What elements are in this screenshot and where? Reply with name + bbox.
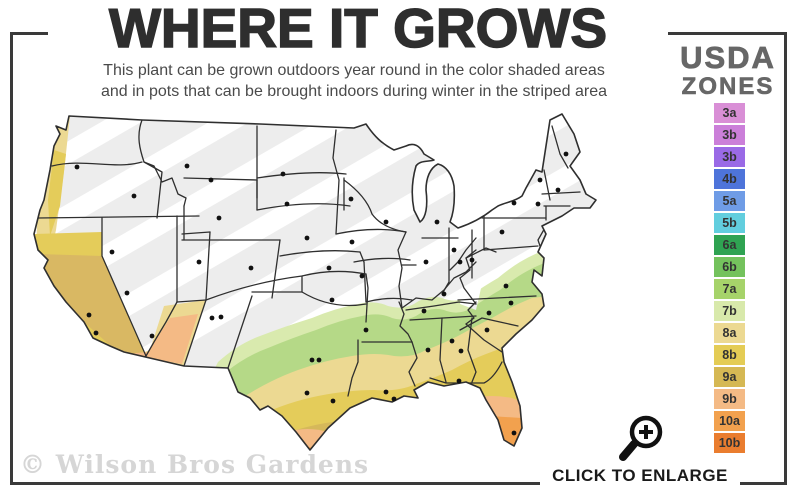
legend-zone-7b-9: 7b bbox=[714, 301, 745, 321]
legend-zone-10b-15: 10b bbox=[714, 433, 745, 453]
watermark: © Wilson Bros Gardens bbox=[20, 450, 370, 479]
legend-zone-6b-7: 6b bbox=[714, 257, 745, 277]
legend-zone-6a-6: 6a bbox=[714, 235, 745, 255]
legend-zone-5b-5: 5b bbox=[714, 213, 745, 233]
state-borders bbox=[37, 119, 581, 397]
subtitle: This plant can be grown outdoors year ro… bbox=[48, 60, 660, 102]
legend-zone-8b-11: 8b bbox=[714, 345, 745, 365]
legend-title-usda: USDA bbox=[680, 40, 776, 75]
magnifier-plus-icon[interactable] bbox=[612, 412, 672, 468]
legend-zone-9a-12: 9a bbox=[714, 367, 745, 387]
legend-zones: 3a 3b 3b 4b 5a 5b 6a 6b 7a 7b 8a 8b 9a 9b 10a 10b bbox=[714, 103, 745, 453]
header: WHERE IT GROWS bbox=[48, 0, 668, 58]
legend-zone-3b-1: 3b bbox=[714, 125, 745, 145]
legend-zone-8a-10: 8a bbox=[714, 323, 745, 343]
legend-zone-7a-8: 7a bbox=[714, 279, 745, 299]
legend-zone-3b-2: 3b bbox=[714, 147, 745, 167]
usda-zones-map[interactable] bbox=[14, 110, 664, 462]
subtitle-line-2: and in pots that can be brought indoors … bbox=[100, 83, 608, 100]
legend-title-zones: ZONES bbox=[681, 73, 775, 100]
legend-zone-3a-0: 3a bbox=[714, 103, 745, 123]
legend-title: USDA ZONES bbox=[666, 40, 790, 100]
page-title: WHERE IT GROWS bbox=[108, 0, 608, 59]
legend-zone-9b-13: 9b bbox=[714, 389, 745, 409]
legend-zone-4b-3: 4b bbox=[714, 169, 745, 189]
subtitle-line-1: This plant can be grown outdoors year ro… bbox=[103, 62, 605, 79]
enlarge-button[interactable]: CLICK TO ENLARGE bbox=[540, 464, 740, 489]
legend-zone-5a-4: 5a bbox=[714, 191, 745, 211]
legend-zone-10a-14: 10a bbox=[714, 411, 745, 431]
state-dots bbox=[74, 151, 569, 436]
